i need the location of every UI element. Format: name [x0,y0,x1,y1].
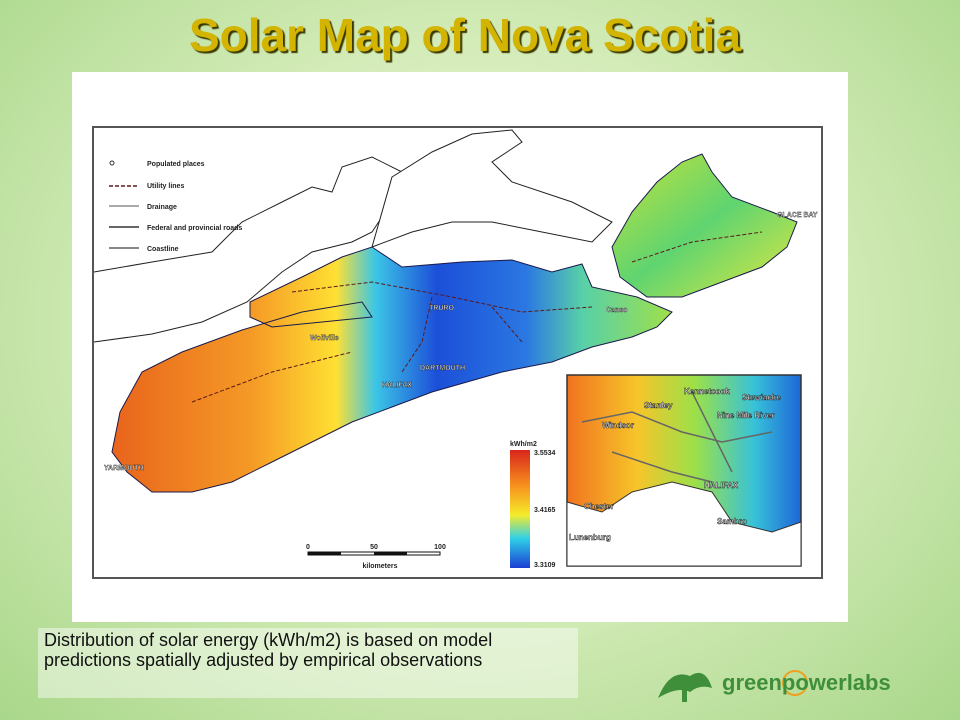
place-label: DARTMOUTH [420,365,465,372]
logo-text: greenpowerlabs [722,670,890,695]
map-panel: Populated places Utility lines Drainage … [72,72,848,622]
scale-unit: kilometers [362,563,397,570]
colorbar-label: 3.3109 [534,562,556,569]
inset-place-label: Stanley [644,401,673,410]
colorbar-unit: kWh/m2 [510,441,537,448]
slide-title: Solar Map of Nova Scotia [188,9,742,61]
utility-lines [191,231,763,403]
scale-bar [374,552,407,555]
colorbar-label: 3.4165 [534,507,556,514]
inset-ocean [566,481,802,567]
colorbar [510,450,530,568]
legend-symbol [109,160,115,166]
scale-tick: 100 [434,544,446,551]
place-label: YARMOUTH [104,465,144,472]
scale-bar [308,552,341,555]
place-label: Wolfville [310,335,339,342]
legend-label: Federal and provincial roads [147,225,242,232]
logo-trunk [682,688,687,702]
inset-place-label: HALIFAX [704,481,739,490]
colorbar-label: 3.5534 [534,450,556,457]
inset-place-label: Nine Mile River [717,411,774,420]
pei-outline [371,129,613,248]
inset-place-label: Kennetcook [684,387,730,396]
logo-sun [782,670,808,696]
inset-place-label: Sambro [717,517,747,526]
legend-label: Utility lines [147,183,184,190]
inset-roads [581,391,773,483]
place-label: TRURO [429,305,454,312]
legend-label: Coastline [147,246,179,253]
logo-tree [658,672,712,698]
cape-breton [611,153,798,298]
inset-place-label: Windsor [602,421,634,430]
legend-label: Drainage [147,204,177,211]
scale-tick: 0 [306,544,310,551]
map: Populated places Utility lines Drainage … [92,126,823,579]
place-label: Canso [606,307,627,314]
nova-scotia-mainland [111,246,673,493]
scale-tick: 50 [370,544,378,551]
logo: greenpowerlabs [658,670,890,702]
place-label: HALIFAX [382,382,412,389]
inset-place-label: Lunenburg [569,533,611,542]
place-label: GLACE BAY [777,212,818,219]
legend-label: Populated places [147,161,205,168]
caption: Distribution of solar energy (kWh/m2) is… [38,628,578,698]
inset-place-label: Chester [584,502,614,511]
inset-place-label: Stewiacke [742,393,781,402]
